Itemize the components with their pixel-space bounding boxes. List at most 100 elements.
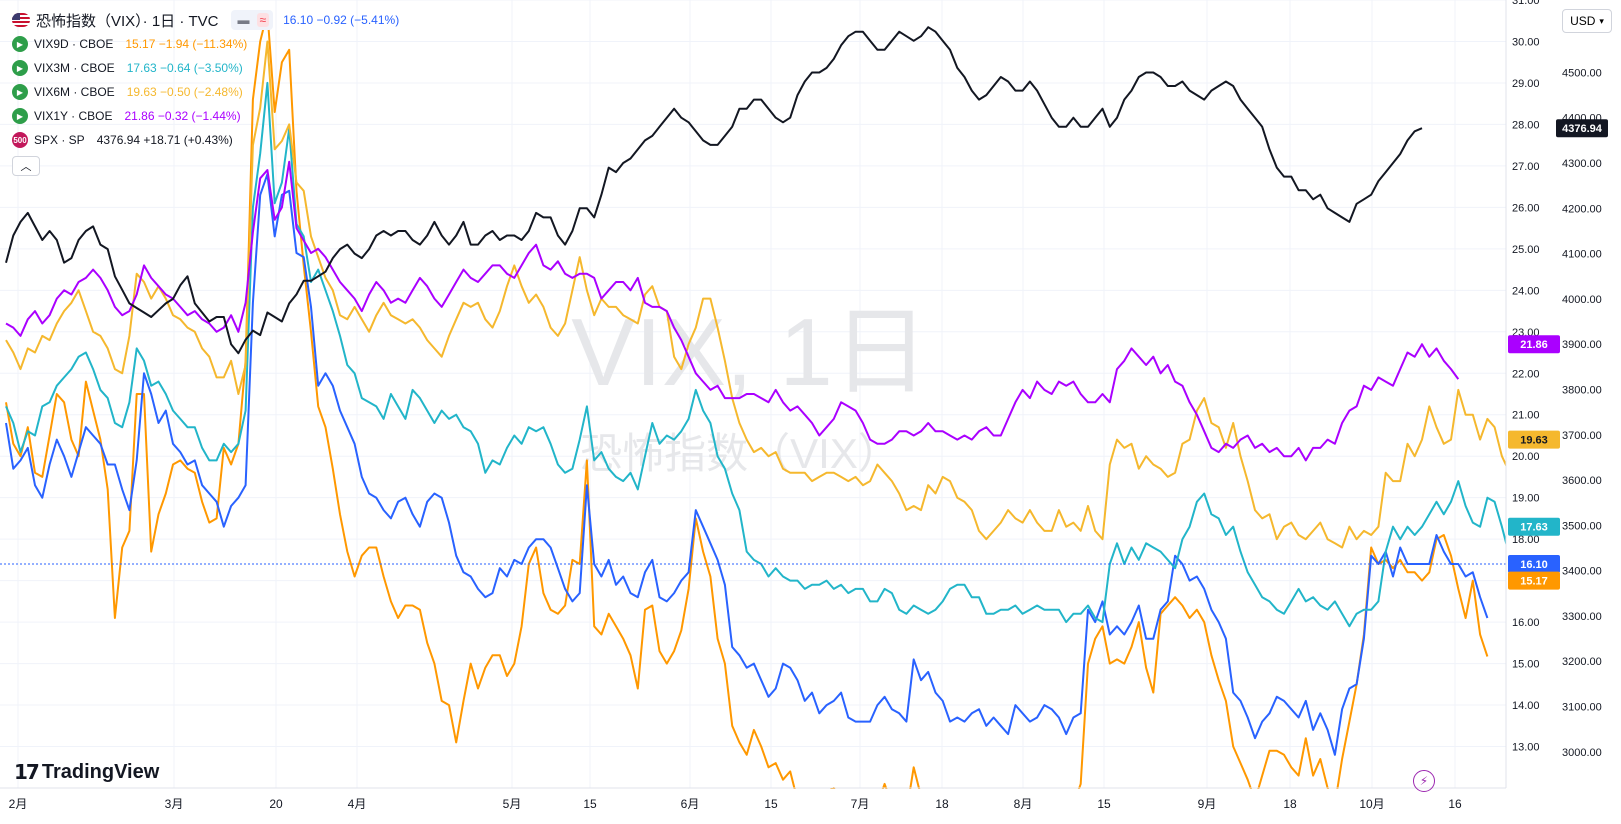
minus-icon[interactable]: ▬ bbox=[237, 13, 250, 27]
time-axis-label: 5月 bbox=[503, 797, 522, 811]
legend-row[interactable]: 500 SPX · SP 4376.94 +18.71 (+0.43%) bbox=[12, 128, 399, 152]
legend-row[interactable]: ▶ VIX1Y · CBOE 21.86 −0.32 (−1.44%) bbox=[12, 104, 399, 128]
lightning-icon[interactable]: ⚡ bbox=[1413, 770, 1435, 792]
play-icon: ▶ bbox=[12, 84, 28, 100]
time-axis: 2月 3月 20 4月 5月 15 6月 15 7月 18 8月 15 9月 18 10月 16 bbox=[0, 789, 1506, 824]
main-symbol-title: 恐怖指数（VIX）· 1日 · TVC bbox=[36, 12, 219, 30]
vix-axis-tick: 15.00 bbox=[1512, 659, 1540, 671]
spx-axis-tick: 3800.00 bbox=[1562, 384, 1602, 396]
time-axis-label: 15 bbox=[764, 797, 778, 811]
time-axis-label: 16 bbox=[1448, 797, 1462, 811]
watermark: VIX, 1日 恐怖指数（VIX） bbox=[571, 299, 928, 477]
legend-main-row[interactable]: 恐怖指数（VIX）· 1日 · TVC ▬ ≈ 16.10 −0.92 (−5.… bbox=[12, 8, 399, 32]
time-axis-label: 8月 bbox=[1014, 797, 1033, 811]
vix-axis-tick: 25.00 bbox=[1512, 244, 1540, 256]
time-axis-label: 15 bbox=[1097, 797, 1111, 811]
last-value-tag-vix bbox=[1508, 555, 1560, 574]
last-value-label-vix1y: 21.86 bbox=[1520, 339, 1548, 351]
spx-axis-tick: 4300.00 bbox=[1562, 158, 1602, 170]
time-axis-label: 10月 bbox=[1359, 797, 1384, 811]
spx-axis-tick: 3200.00 bbox=[1562, 656, 1602, 668]
legend-symbol: VIX9D · CBOE bbox=[34, 37, 114, 51]
legend-symbol: VIX3M · CBOE bbox=[34, 61, 115, 75]
series-line-vix3m[interactable] bbox=[5, 81, 1511, 628]
last-value-tag-vix3m bbox=[1508, 517, 1560, 536]
main-symbol-value: 16.10 −0.92 (−5.41%) bbox=[283, 13, 400, 27]
time-axis-label: 18 bbox=[1283, 797, 1297, 811]
spx-axis-tick: 4100.00 bbox=[1562, 249, 1602, 261]
tradingview-mark-icon: 𝟭𝟳 bbox=[14, 762, 40, 784]
watermark-big: VIX, 1日 bbox=[571, 299, 928, 406]
currency-label: USD bbox=[1570, 14, 1596, 28]
time-axis-label: 9月 bbox=[1198, 797, 1217, 811]
play-icon: ▶ bbox=[12, 60, 28, 76]
legend: 恐怖指数（VIX）· 1日 · TVC ▬ ≈ 16.10 −0.92 (−5.… bbox=[12, 8, 399, 176]
legend-value: 21.86 −0.32 (−1.44%) bbox=[124, 109, 241, 123]
play-icon: ▶ bbox=[12, 108, 28, 124]
last-value-label-vix: 16.10 bbox=[1520, 559, 1548, 571]
last-value-tag-spx bbox=[1556, 119, 1608, 138]
visibility-pill[interactable]: ▬ ≈ bbox=[230, 10, 274, 30]
vix-axis-tick: 29.00 bbox=[1512, 78, 1540, 90]
spx-axis-tick: 3700.00 bbox=[1562, 430, 1602, 442]
us-flag-icon bbox=[12, 13, 30, 27]
vix-axis-tick: 26.00 bbox=[1512, 202, 1540, 214]
last-value-tag-vix9d bbox=[1508, 571, 1560, 590]
vix-axis-tick: 19.00 bbox=[1512, 493, 1540, 505]
legend-value: 17.63 −0.64 (−3.50%) bbox=[126, 61, 243, 75]
legend-symbol: VIX1Y · CBOE bbox=[34, 109, 113, 123]
last-value-labels: 4376.94 21.86 19.63 17.63 16.10 15.17 bbox=[1508, 119, 1608, 590]
spx-axis-tick: 4000.00 bbox=[1562, 294, 1602, 306]
vix-axis-tick: 28.00 bbox=[1512, 119, 1540, 131]
watermark-small: 恐怖指数（VIX） bbox=[580, 430, 900, 477]
series-layer bbox=[5, 11, 1511, 824]
time-axis-label: 3月 bbox=[165, 797, 184, 811]
series-line-vix[interactable] bbox=[5, 173, 1489, 756]
play-icon: ▶ bbox=[12, 36, 28, 52]
time-axis-background bbox=[0, 789, 1506, 824]
spx-axis-tick: 3500.00 bbox=[1562, 520, 1602, 532]
spx-axis-tick: 4500.00 bbox=[1562, 67, 1602, 79]
series-line-vix6m[interactable] bbox=[5, 40, 1511, 549]
legend-symbol: VIX6M · CBOE bbox=[34, 85, 115, 99]
time-axis-label: 6月 bbox=[681, 797, 700, 811]
vix-axis-tick: 24.00 bbox=[1512, 285, 1540, 297]
legend-row[interactable]: ▶ VIX6M · CBOE 19.63 −0.50 (−2.48%) bbox=[12, 80, 399, 104]
time-axis-label: 18 bbox=[935, 797, 949, 811]
vix-axis-tick: 18.00 bbox=[1512, 534, 1540, 546]
series-line-vix1y[interactable] bbox=[5, 160, 1460, 462]
legend-value: 15.17 −1.94 (−11.34%) bbox=[125, 37, 248, 51]
collapse-legend-button[interactable]: ︿ bbox=[12, 156, 40, 176]
vix-axis-tick: 20.00 bbox=[1512, 451, 1540, 463]
currency-selector[interactable]: USD ▾ bbox=[1562, 9, 1612, 33]
legend-row[interactable]: ▶ VIX9D · CBOE 15.17 −1.94 (−11.34%) bbox=[12, 32, 399, 56]
last-value-label-spx: 4376.94 bbox=[1562, 123, 1603, 135]
vix-axis-tick: 31.00 bbox=[1512, 0, 1540, 7]
wave-icon[interactable]: ≈ bbox=[256, 13, 270, 27]
time-axis-label: 20 bbox=[269, 797, 283, 811]
vix-axis-tick: 30.00 bbox=[1512, 36, 1540, 48]
spx-axis-tick: 3600.00 bbox=[1562, 475, 1602, 487]
spx-axis-tick: 3900.00 bbox=[1562, 339, 1602, 351]
spx-axis-tick: 3000.00 bbox=[1562, 747, 1602, 759]
tradingview-logo[interactable]: 𝟭𝟳 TradingView bbox=[14, 760, 159, 785]
last-value-tag-vix1y bbox=[1508, 335, 1560, 354]
vix-axis-tick: 21.00 bbox=[1512, 410, 1540, 422]
vix-axis-tick: 14.00 bbox=[1512, 700, 1540, 712]
series-line-vix9d[interactable] bbox=[5, 11, 1489, 824]
time-axis-label: 15 bbox=[583, 797, 597, 811]
legend-symbol: SPX · SP bbox=[34, 133, 85, 147]
series-line-spx[interactable] bbox=[5, 26, 1423, 355]
sp500-icon: 500 bbox=[12, 132, 28, 148]
legend-value: 4376.94 +18.71 (+0.43%) bbox=[96, 133, 233, 147]
spx-axis-tick: 3300.00 bbox=[1562, 611, 1602, 623]
spx-axis-tick: 3100.00 bbox=[1562, 701, 1602, 713]
legend-row[interactable]: ▶ VIX3M · CBOE 17.63 −0.64 (−3.50%) bbox=[12, 56, 399, 80]
brand-text: TradingView bbox=[41, 761, 160, 783]
spx-axis-tick: 3400.00 bbox=[1562, 566, 1602, 578]
legend-value: 19.63 −0.50 (−2.48%) bbox=[126, 85, 243, 99]
axis-background bbox=[1506, 0, 1621, 824]
time-axis-label: 4月 bbox=[348, 797, 367, 811]
